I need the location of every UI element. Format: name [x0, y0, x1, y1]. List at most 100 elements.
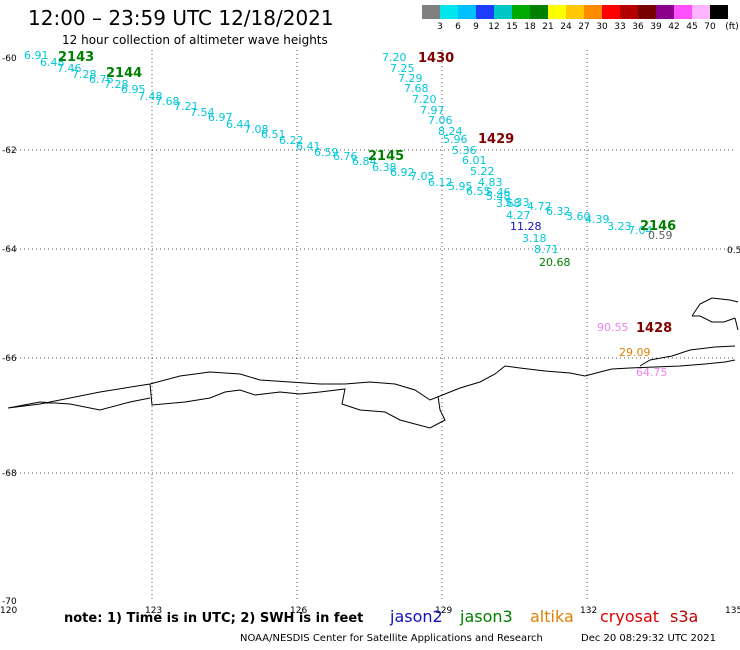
color-legend-label: 33 [614, 22, 626, 32]
color-swatch [440, 5, 458, 19]
color-swatch [602, 5, 620, 19]
swh-value-label: 3.60 [566, 210, 591, 223]
pass-number-label: 1428 [636, 321, 672, 336]
swh-value-label: 0.59 [648, 229, 673, 242]
swh-value-label: 7.29 [398, 72, 423, 85]
swh-value-label: 7.20 [412, 93, 437, 106]
swh-value-label: 7.04 [628, 224, 653, 237]
swh-value-label: 4.83 [478, 176, 503, 189]
latitude-tick-label: -70 [2, 597, 17, 607]
color-legend-label: 36 [632, 22, 644, 32]
swh-value-label: 3.18 [522, 232, 547, 245]
latitude-tick-label: -62 [2, 146, 17, 156]
swh-value-label: 7.21 [174, 100, 199, 113]
swh-value-label: 6.51 [261, 128, 286, 141]
color-swatch [476, 5, 494, 19]
pass-number-label: 2145 [368, 149, 404, 164]
swh-value-label: 6.84 [352, 155, 377, 168]
swh-value-label: 6.97 [208, 111, 233, 124]
chart-title: 12:00 – 23:59 UTC 12/18/2021 [28, 6, 334, 30]
swh-value-label: 64.75 [636, 366, 668, 379]
swh-value-label: 6.12 [428, 176, 453, 189]
swh-value-label: 7.08 [244, 123, 269, 136]
swh-value-label: 11.28 [510, 220, 542, 233]
color-legend-label: 9 [473, 22, 479, 32]
color-swatch [674, 5, 692, 19]
color-legend-label: 42 [668, 22, 680, 32]
satellite-legend-item: cryosat [600, 607, 660, 626]
latitude-tick-label: -68 [2, 469, 17, 479]
color-legend-label: 24 [560, 22, 572, 32]
swh-value-label: 90.55 [597, 321, 629, 334]
satellite-legend-item: jason2 [390, 607, 443, 626]
swh-value-label: 7.97 [420, 104, 445, 117]
swh-value-label: 5.96 [443, 133, 468, 146]
credit-text: NOAA/NESDIS Center for Satellite Applica… [240, 633, 543, 644]
color-swatch [494, 5, 512, 19]
longitude-tick-label: 129 [435, 606, 452, 616]
pass-number-label: 2143 [58, 50, 94, 65]
swh-value-label: 6.76 [333, 150, 358, 163]
swh-value-label: 7.28 [104, 78, 129, 91]
swh-value-label: 6.44 [226, 118, 251, 131]
swh-value-label: 7.54 [190, 106, 215, 119]
swh-value-label: 7.48 [138, 90, 163, 103]
swh-value-label: 6.32 [546, 205, 571, 218]
swh-value-label: 7.46 [57, 62, 82, 75]
satellite-legend-item: jason3 [460, 607, 513, 626]
color-swatch [566, 5, 584, 19]
color-legend-label: 70 [704, 22, 716, 32]
color-legend-label: 15 [506, 22, 518, 32]
color-legend-label: 6 [455, 22, 461, 32]
swh-value-label: 4.39 [585, 213, 610, 226]
swh-value-label: 7.28 [72, 68, 97, 81]
swh-value-label: 6.92 [390, 166, 415, 179]
satellite-legend-item: altika [530, 607, 574, 626]
swh-value-label: 8.24 [438, 125, 463, 138]
swh-value-label: 8.71 [534, 243, 559, 256]
color-legend-label: 21 [542, 22, 554, 32]
color-legend-label: 3 [437, 22, 443, 32]
longitude-tick-label: 123 [145, 606, 162, 616]
color-swatch [422, 5, 440, 19]
swh-value-label: 7.68 [404, 82, 429, 95]
wave-height-labels: 6.916.487.467.286.767.286.957.487.687.21… [24, 49, 676, 379]
chart-subtitle: 12 hour collection of altimeter wave hei… [62, 33, 328, 47]
color-swatch [620, 5, 638, 19]
generation-timestamp: Dec 20 08:29:32 UTC 2021 [581, 633, 716, 644]
swh-value-label: 5.36 [452, 144, 477, 157]
swh-value-label: 6.22 [279, 134, 304, 147]
longitude-tick-label: 126 [290, 606, 307, 616]
pass-number-label: 2146 [640, 219, 676, 234]
footer-note: note: 1) Time is in UTC; 2) SWH is in fe… [64, 611, 364, 626]
swh-value-label: 6.55 [466, 185, 491, 198]
swh-value-label: 7.05 [410, 170, 435, 183]
antarctic-coastline [7, 297, 739, 429]
color-legend-unit: (ft) [725, 22, 739, 32]
swh-value-label: 5.22 [470, 165, 495, 178]
swh-value-label: 6.95 [121, 83, 146, 96]
longitude-tick-label: 120 [0, 606, 17, 616]
pass-number-label: 1430 [418, 51, 454, 66]
swh-value-label: 6.41 [296, 140, 321, 153]
latitude-tick-label: -66 [2, 354, 17, 364]
swh-value-label: 5.48 [486, 190, 511, 203]
axis-tick-labels: 120 123 126 129 132 135 -60 -62 -64 -66 -68 -70 0.5 [0, 54, 740, 616]
satellite-legend-item: s3a [670, 607, 699, 626]
swh-value-label: 7.68 [155, 95, 180, 108]
swh-value-label: 6.01 [462, 154, 487, 167]
color-legend-label: 12 [488, 22, 500, 32]
swh-value-label: 7.25 [390, 62, 415, 75]
swh-value-label: 7.20 [382, 51, 407, 64]
edge-label: 0.5 [727, 246, 740, 256]
latitude-tick-label: -60 [2, 54, 17, 64]
color-swatch [530, 5, 548, 19]
color-swatch [548, 5, 566, 19]
color-legend-label: 45 [686, 22, 698, 32]
longitude-tick-label: 132 [580, 606, 597, 616]
color-legend-label: 27 [578, 22, 590, 32]
color-swatch [692, 5, 710, 19]
swh-value-label: 20.68 [539, 256, 571, 269]
color-legend-label: 30 [596, 22, 608, 32]
